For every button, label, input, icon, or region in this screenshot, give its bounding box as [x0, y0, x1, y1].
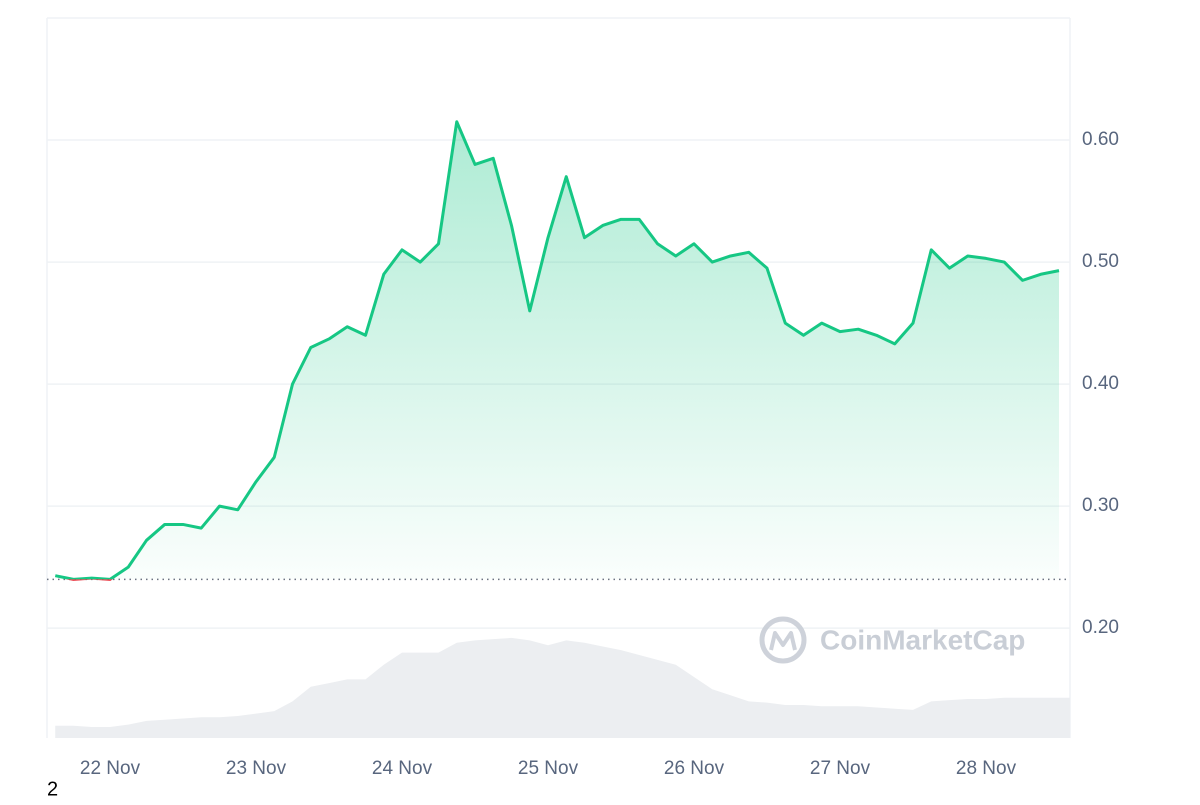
x-tick-label: 28 Nov: [956, 758, 1017, 779]
x-tick-label: 22 Nov: [80, 758, 141, 779]
watermark: CoinMarketCap: [820, 624, 1025, 655]
x-tick-label: 24 Nov: [372, 758, 433, 779]
x-tick-label: 25 Nov: [518, 758, 579, 779]
x-tick-label: 26 Nov: [664, 758, 725, 779]
plot-area: 0.20 0.30 0.40 0.50 0.60 22 Nov 23 Nov 24 Nov 25…: [46, 17, 1119, 779]
x-tick-label: 27 Nov: [810, 758, 871, 779]
footer: 2: [47, 778, 58, 800]
price-area: [55, 121, 1059, 580]
y-tick-label: 0.40: [1082, 373, 1119, 394]
volume-area: [55, 637, 1070, 738]
y-tick-label: 0.20: [1082, 617, 1119, 638]
y-tick-label: 0.50: [1082, 251, 1119, 272]
watermark-logo: [759, 616, 807, 664]
price-line: [54, 120, 1060, 580]
x-tick-label: 23 Nov: [226, 758, 287, 779]
y-tick-label: 0.60: [1082, 129, 1119, 150]
y-tick-label: 0.30: [1082, 495, 1119, 516]
